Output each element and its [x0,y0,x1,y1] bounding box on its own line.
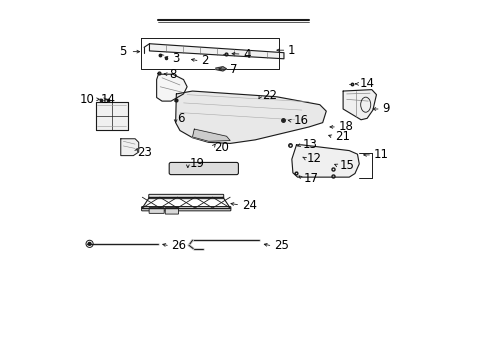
Text: 26: 26 [171,239,186,252]
FancyBboxPatch shape [169,162,238,175]
Text: 6: 6 [177,112,184,125]
Text: 2: 2 [201,54,208,67]
FancyBboxPatch shape [148,194,223,199]
Text: 14: 14 [101,93,116,106]
FancyBboxPatch shape [165,208,178,214]
Text: 8: 8 [168,68,176,81]
Text: 21: 21 [334,130,349,144]
Polygon shape [96,102,128,130]
Text: 5: 5 [119,45,126,58]
Text: 11: 11 [373,148,388,161]
Text: 16: 16 [293,114,307,127]
Polygon shape [121,139,139,156]
Text: 13: 13 [302,138,317,151]
Text: 24: 24 [241,199,256,212]
Text: 3: 3 [171,51,179,64]
FancyBboxPatch shape [142,207,230,211]
Text: 17: 17 [303,172,318,185]
Text: 10: 10 [80,93,94,106]
Polygon shape [215,67,226,71]
Text: 9: 9 [382,103,389,116]
Text: 25: 25 [273,239,288,252]
Text: 19: 19 [189,157,204,170]
Text: 7: 7 [229,63,237,76]
Circle shape [88,242,91,245]
Text: 15: 15 [339,159,353,172]
Polygon shape [343,90,376,120]
Polygon shape [156,74,187,101]
Polygon shape [192,129,230,141]
Text: 1: 1 [287,44,295,57]
Text: 22: 22 [262,89,277,102]
Text: 20: 20 [214,140,229,153]
Polygon shape [291,145,359,177]
Text: 23: 23 [137,146,151,159]
Polygon shape [175,91,325,143]
Text: 12: 12 [306,152,321,165]
Text: 18: 18 [338,121,353,134]
FancyBboxPatch shape [149,208,164,213]
Text: 4: 4 [243,48,250,60]
Text: 14: 14 [359,77,374,90]
Polygon shape [149,44,284,59]
